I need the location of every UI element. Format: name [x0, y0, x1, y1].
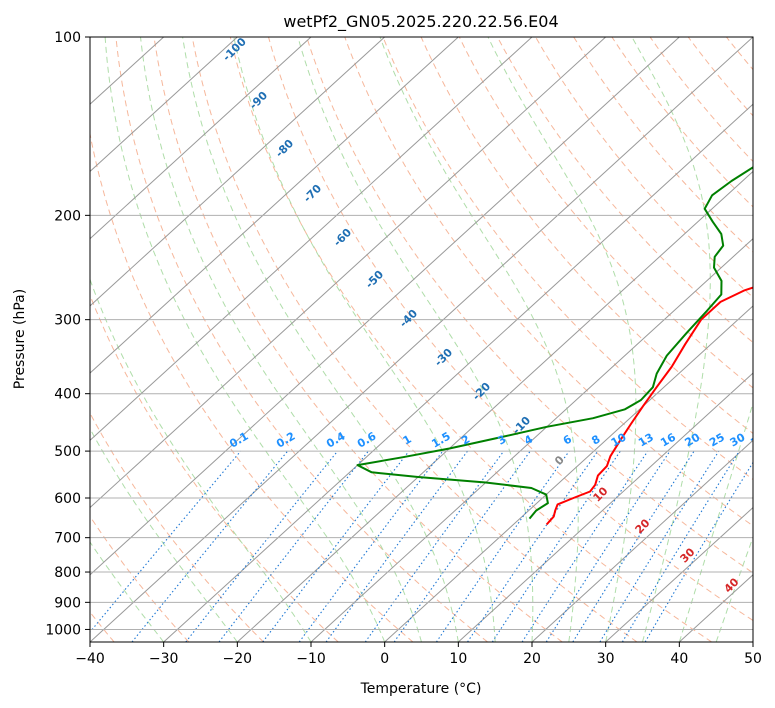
isotherm-line	[90, 37, 753, 642]
y-axis-label: Pressure (hPa)	[12, 289, 28, 389]
dry-adiabat	[306, 37, 753, 574]
dry-adiabat	[382, 37, 753, 481]
plot-frame	[89, 36, 754, 643]
x-tick-label: 50	[744, 651, 762, 667]
isotherm-line	[310, 237, 753, 642]
isotherm-line	[90, 37, 312, 240]
chart-title: wetPf2_GN05.2025.220.22.56.E04	[283, 12, 558, 32]
moist-adiabat	[487, 37, 637, 642]
x-tick-label: −30	[149, 651, 179, 667]
mixing-ratio-line	[521, 450, 649, 642]
y-tick-label: 400	[54, 387, 81, 403]
x-tick-label: 30	[597, 651, 615, 667]
isotherm-line	[90, 37, 459, 374]
isotherm-line	[457, 372, 753, 642]
y-tick-label: 300	[54, 313, 81, 329]
pressure-gridlines	[90, 37, 753, 630]
x-tick-label: 20	[523, 651, 541, 667]
profile-series	[356, 166, 753, 526]
y-tick-label: 800	[54, 565, 81, 581]
dry-adiabat	[90, 131, 414, 642]
isotherm-line	[163, 103, 753, 642]
isotherm-line	[90, 37, 680, 576]
isotherm-line	[605, 506, 753, 642]
moist-adiabat	[631, 37, 711, 642]
isotherm-line	[236, 170, 753, 642]
isotherm-line	[531, 439, 753, 642]
x-tick-label: −10	[296, 651, 326, 667]
isotherm-line	[90, 37, 533, 442]
x-tick-label: 10	[449, 651, 467, 667]
dry-adiabat	[191, 37, 638, 642]
x-tick-label: −40	[75, 651, 105, 667]
y-tick-label: 100	[54, 30, 81, 46]
y-tick-label: 900	[54, 595, 81, 611]
mixing-ratio-line	[467, 450, 599, 642]
mixing-ratio-line	[364, 450, 505, 642]
x-axis-label: Temperature (°C)	[360, 681, 482, 697]
mixing-ratio-line	[545, 450, 671, 642]
y-tick-label: 600	[54, 491, 81, 507]
moist-adiabat	[715, 535, 753, 642]
mixing-ratio-line	[90, 450, 242, 633]
mixing-ratio-line	[491, 450, 621, 642]
dry-adiabat	[458, 37, 753, 389]
moist-adiabat	[678, 401, 753, 642]
moist-adiabat	[182, 37, 459, 642]
mixing-ratio-label: 36	[748, 430, 768, 449]
moist-adiabat	[104, 37, 386, 642]
isotherm-line	[90, 37, 238, 173]
mixing-ratio-line	[393, 450, 531, 642]
moist-adiabat	[379, 37, 579, 642]
mixing-ratio-line	[262, 450, 410, 642]
mixing-ratio-line	[325, 450, 468, 642]
y-tick-label: 1000	[45, 622, 81, 638]
y-tick-label: 500	[54, 444, 81, 460]
dry-adiabat	[420, 37, 753, 435]
mixing-ratio-line	[131, 450, 289, 642]
isotherm-line	[90, 37, 607, 509]
mixing-ratio-line	[621, 450, 740, 642]
x-tick-label: 40	[670, 651, 688, 667]
y-tick-label: 200	[54, 208, 81, 224]
temperature-profile	[545, 286, 753, 526]
x-tick-label: 0	[380, 651, 389, 667]
isotherm-line	[90, 37, 386, 307]
mixing-ratio-line	[435, 450, 570, 642]
dry-adiabat	[344, 37, 753, 527]
dry-adiabat	[153, 37, 563, 642]
dewpoint-profile	[356, 166, 753, 520]
moist-adiabat	[140, 37, 422, 642]
mixing-ratio-line	[185, 450, 339, 642]
moist-adiabat	[90, 427, 238, 642]
axis-ticks: −40 −30 −20 −10 0 10 20 30 40 50 100 200 300 400 500 60…	[45, 30, 762, 667]
mixing-ratio-line	[298, 450, 444, 642]
dry-adiabat	[90, 412, 264, 642]
y-tick-label: 700	[54, 531, 81, 547]
mixing-ratio-line	[572, 450, 695, 642]
moist-adiabat	[233, 37, 496, 642]
x-tick-label: −20	[223, 651, 253, 667]
isotherm-line	[384, 305, 753, 642]
moist-adiabat	[90, 541, 165, 642]
